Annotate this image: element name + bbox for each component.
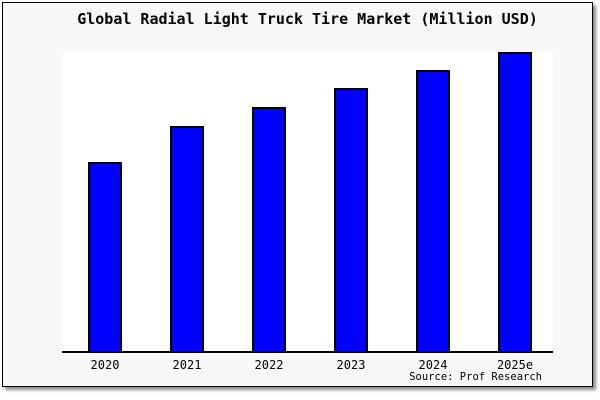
bar-2020 (88, 162, 122, 351)
x-tick-label-2021: 2021 (172, 358, 202, 372)
x-tick-label-2020: 2020 (90, 358, 120, 372)
bar-2023 (334, 88, 368, 351)
x-tick-label-2025e: 2025e (496, 358, 534, 372)
x-tick-label-2024: 2024 (418, 358, 448, 372)
x-tick-label-2023: 2023 (336, 358, 366, 372)
chart-title: Global Radial Light Truck Tire Market (M… (77, 10, 538, 28)
x-tick-label-2022: 2022 (254, 358, 284, 372)
source-note: Source: Prof Research (409, 371, 542, 383)
bar-2021 (170, 126, 204, 351)
bar-2025e (498, 52, 532, 351)
chart-frame: Global Radial Light Truck Tire Market (M… (2, 2, 593, 387)
plot-area (62, 52, 553, 353)
bar-2024 (416, 70, 450, 351)
bar-2022 (252, 107, 286, 351)
